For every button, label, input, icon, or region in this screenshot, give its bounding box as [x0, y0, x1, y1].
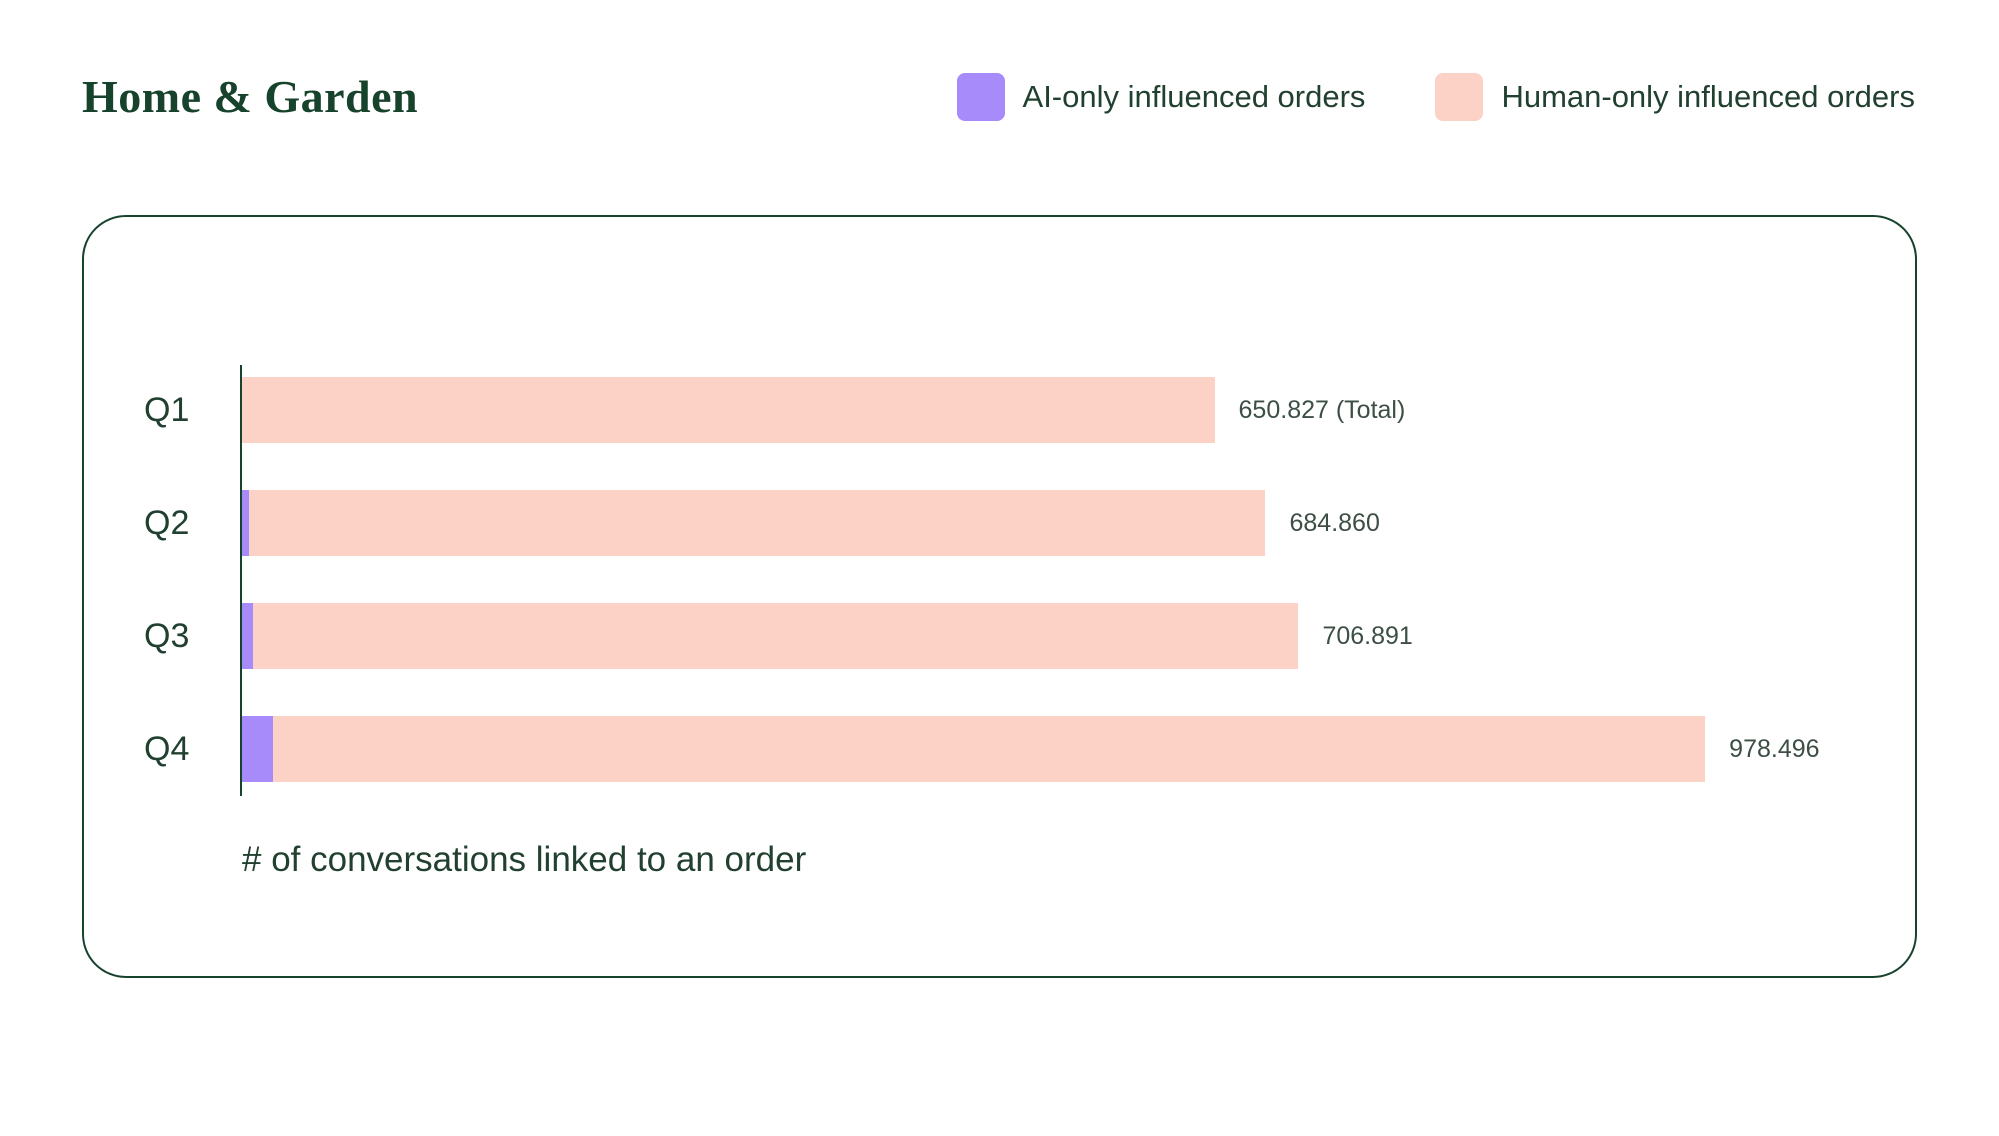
human-bar-segment	[240, 377, 1215, 443]
ai-bar-segment	[240, 490, 249, 556]
category-label: Q4	[144, 729, 190, 768]
bar-row: Q4 978.496	[144, 716, 1859, 782]
page-title: Home & Garden	[82, 71, 419, 122]
category-label: Q1	[144, 390, 190, 429]
bar-value-label: 650.827 (Total)	[1238, 395, 1406, 424]
y-axis-line	[240, 365, 242, 796]
legend-item-ai: AI-only influenced orders	[956, 72, 1366, 121]
ai-bar-segment	[240, 603, 253, 669]
bar-row: Q1 650.827 (Total)	[144, 377, 1859, 443]
legend-label: Human-only influenced orders	[1501, 78, 1915, 114]
legend-label: AI-only influenced orders	[1022, 78, 1366, 114]
legend-item-human: Human-only influenced orders	[1435, 72, 1915, 121]
category-label: Q3	[144, 616, 190, 655]
bar-value-label: 684.860	[1289, 508, 1380, 537]
bar-chart: Q1 650.827 (Total) Q2 684.860 Q3 706.891 Q4 978…	[144, 365, 1859, 880]
bar-track: 650.827 (Total)	[240, 377, 1859, 443]
human-bar-segment	[248, 490, 1266, 556]
chart-card: Q1 650.827 (Total) Q2 684.860 Q3 706.891 Q4 978…	[82, 215, 1917, 978]
bar-track: 978.496	[240, 716, 1859, 782]
bar-track: 684.860	[240, 490, 1859, 556]
bar-track: 706.891	[240, 603, 1859, 669]
category-label: Q2	[144, 503, 190, 542]
bar-rows: Q1 650.827 (Total) Q2 684.860 Q3 706.891 Q4 978…	[144, 365, 1859, 796]
bar-value-label: 706.891	[1322, 621, 1413, 650]
legend: AI-only influenced orders Human-only inf…	[956, 72, 1915, 121]
ai-legend-swatch-icon	[956, 72, 1005, 121]
bar-row: Q3 706.891	[144, 603, 1859, 669]
x-axis-label: # of conversations linked to an order	[242, 840, 807, 879]
human-legend-swatch-icon	[1435, 72, 1484, 121]
bar-value-label: 978.496	[1729, 734, 1820, 763]
ai-bar-segment	[240, 716, 274, 782]
report-page: Home & Garden AI-only influenced orders …	[0, 70, 1999, 978]
header: Home & Garden AI-only influenced orders …	[82, 70, 1915, 123]
human-bar-segment	[252, 603, 1299, 669]
bar-row: Q2 684.860	[144, 490, 1859, 556]
human-bar-segment	[273, 716, 1706, 782]
